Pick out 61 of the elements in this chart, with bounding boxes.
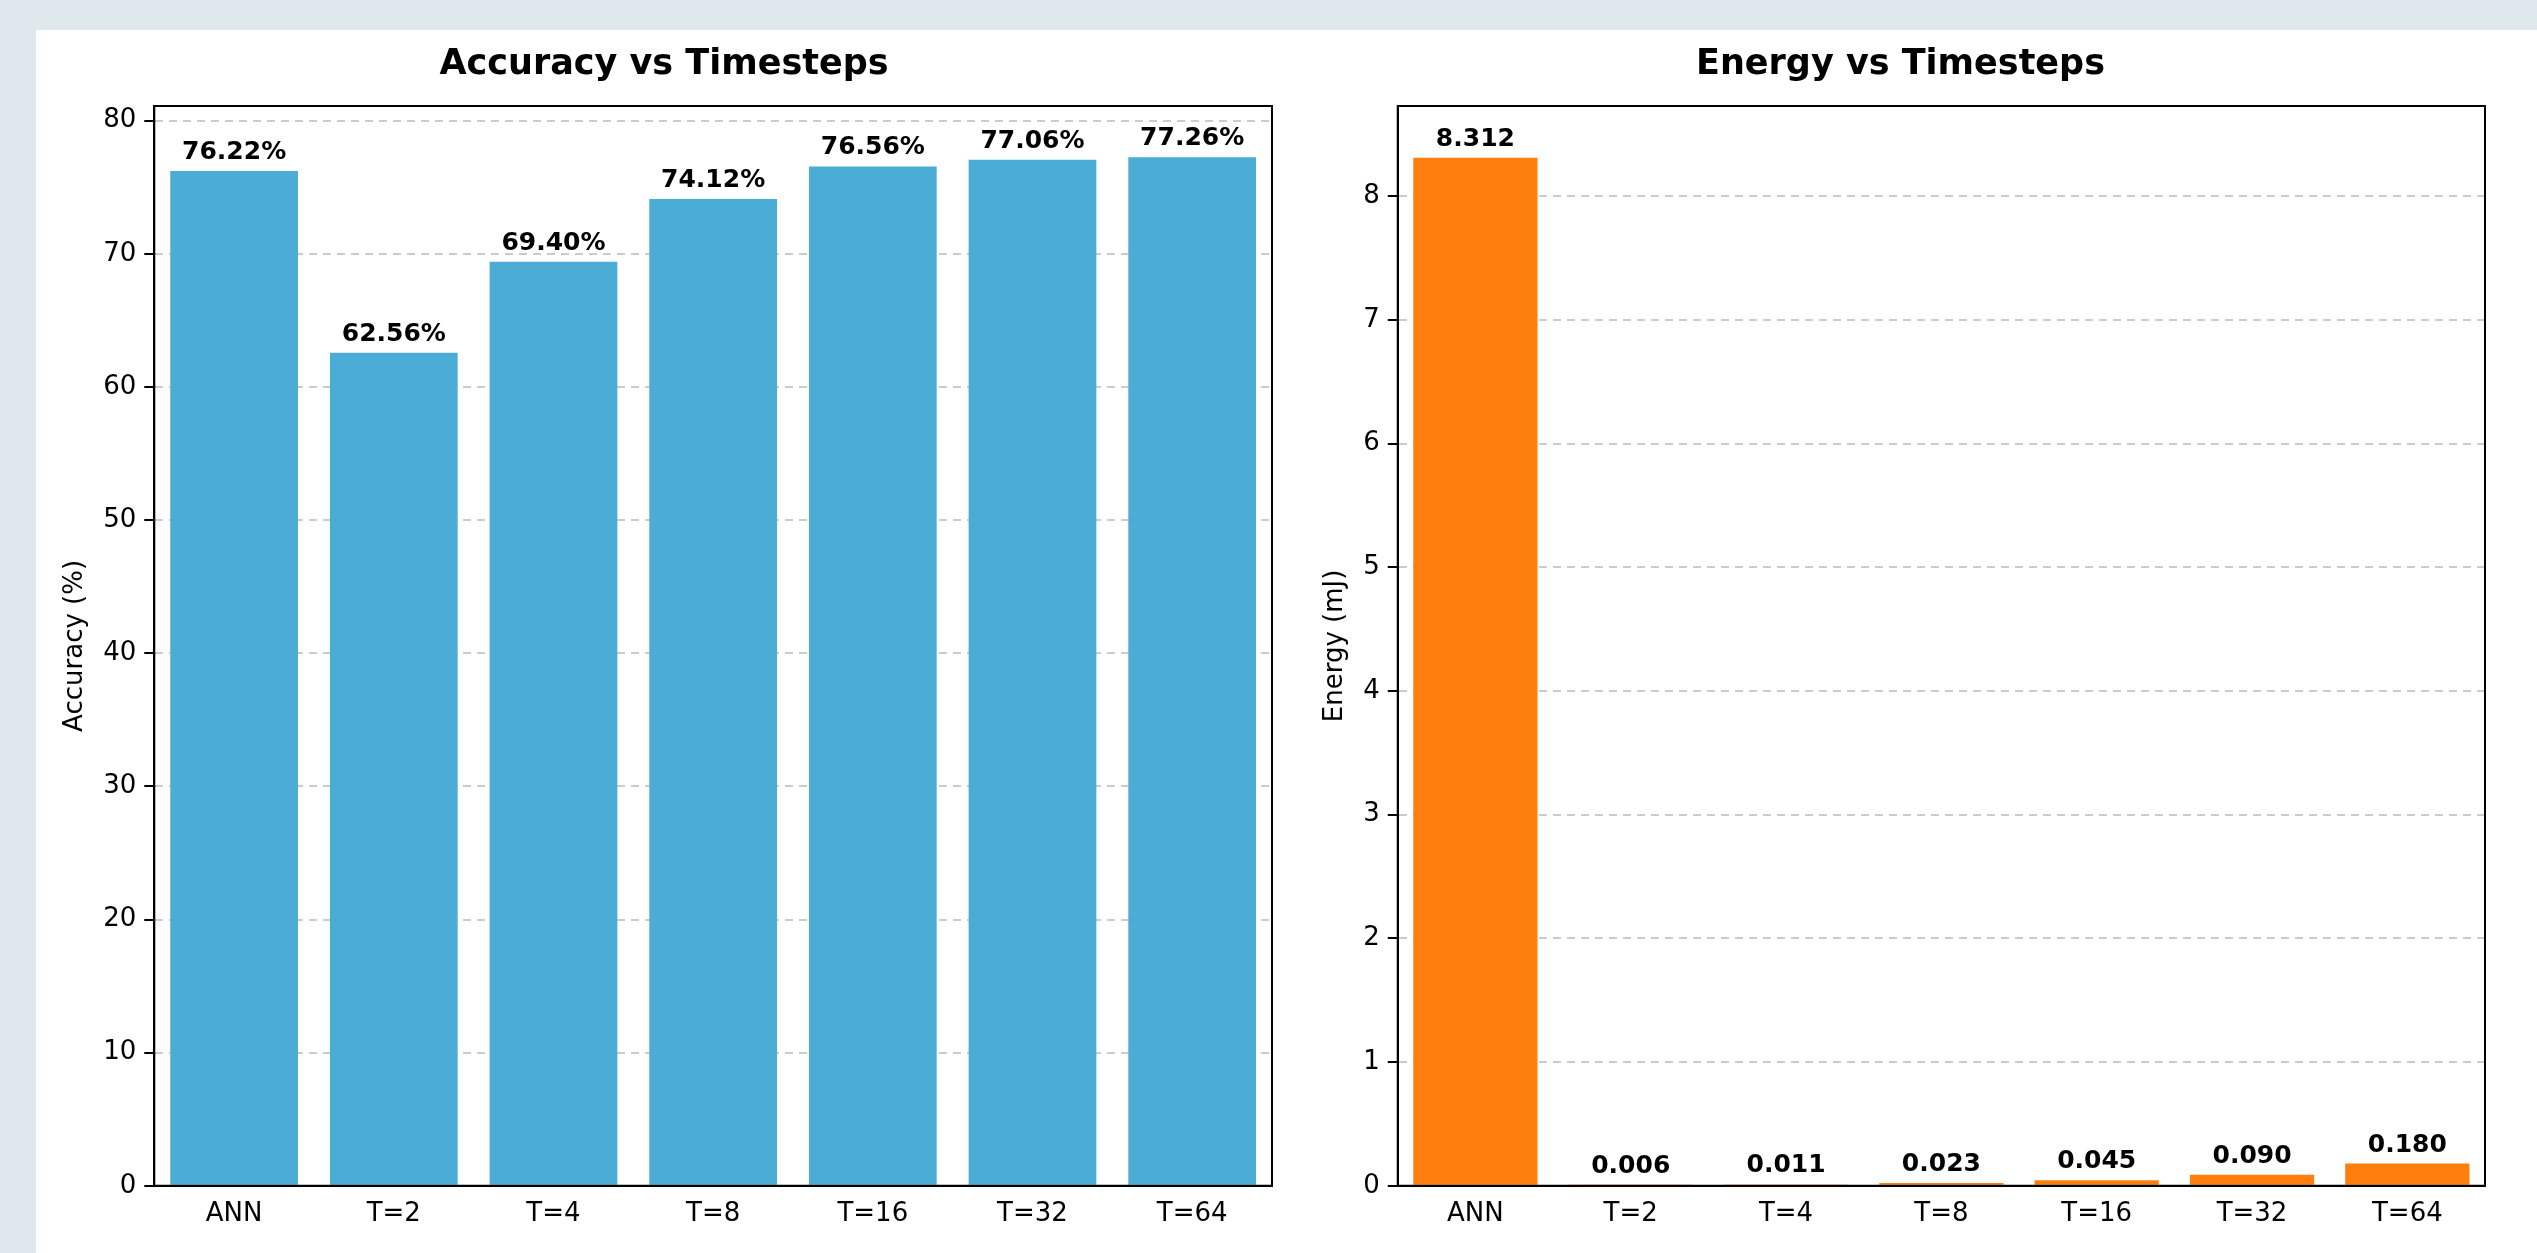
x-tick-label: T=4 — [525, 1197, 581, 1228]
bar — [649, 198, 778, 1185]
data-label: 76.56% — [820, 131, 925, 161]
data-label: 77.26% — [1140, 122, 1245, 152]
chart-title: Accuracy vs Timesteps — [439, 42, 889, 83]
y-tick-label: 80 — [103, 103, 137, 134]
bar — [1128, 157, 1257, 1185]
y-tick-label: 3 — [1363, 797, 1380, 828]
data-label: 0.045 — [2057, 1145, 2137, 1175]
y-tick-label: 8 — [1363, 179, 1380, 210]
data-label: 76.22% — [182, 135, 287, 165]
x-tick-label: T=16 — [2060, 1197, 2133, 1228]
bar — [808, 166, 937, 1185]
bar — [2034, 1180, 2159, 1185]
data-label: 77.06% — [980, 124, 1085, 154]
y-tick-label: 10 — [103, 1035, 137, 1066]
y-axis-title: Energy (mJ) — [1318, 569, 1349, 723]
x-tick-label: T=64 — [2370, 1197, 2443, 1228]
x-tick-label: T=4 — [1757, 1197, 1814, 1228]
x-tick-label: T=2 — [1602, 1197, 1658, 1228]
chart-title: Energy vs Timesteps — [1696, 42, 2105, 83]
x-tick-label: T=64 — [1155, 1197, 1228, 1228]
y-tick-label: 1 — [1363, 1044, 1380, 1075]
data-label: 0.011 — [1746, 1149, 1826, 1179]
data-label: 0.023 — [1901, 1147, 1981, 1177]
y-tick-label: 5 — [1363, 550, 1380, 581]
y-tick-label: 20 — [103, 902, 137, 933]
data-label: 74.12% — [661, 163, 766, 193]
data-label: 69.40% — [501, 226, 606, 256]
y-tick-label: 40 — [103, 635, 137, 666]
x-tick-label: ANN — [1447, 1197, 1504, 1228]
data-label: 62.56% — [341, 317, 446, 347]
y-tick-label: 0 — [119, 1168, 137, 1199]
bar — [968, 159, 1097, 1185]
data-label: 8.312 — [1435, 122, 1515, 152]
y-tick-label: 30 — [103, 769, 137, 800]
y-tick-label: 50 — [103, 502, 137, 533]
bar — [2345, 1163, 2470, 1185]
bar — [1413, 157, 1538, 1185]
x-tick-label: T=8 — [685, 1197, 741, 1228]
y-tick-label: 70 — [103, 236, 137, 267]
bar — [329, 352, 458, 1185]
data-label: 0.090 — [2212, 1139, 2292, 1169]
x-tick-label: ANN — [205, 1197, 263, 1228]
x-tick-label: T=16 — [836, 1197, 909, 1228]
bar — [489, 261, 618, 1185]
x-tick-label: T=8 — [1913, 1197, 1969, 1228]
x-tick-label: T=2 — [365, 1197, 421, 1228]
y-tick-label: 4 — [1363, 673, 1380, 704]
y-tick-label: 0 — [1363, 1168, 1380, 1199]
data-label: 0.006 — [1591, 1150, 1671, 1180]
bar — [2189, 1174, 2315, 1185]
x-tick-label: T=32 — [996, 1197, 1068, 1228]
bar — [170, 170, 298, 1185]
y-tick-label: 7 — [1363, 302, 1380, 333]
y-axis-title: Accuracy (%) — [58, 559, 89, 732]
data-label: 0.180 — [2367, 1128, 2447, 1158]
y-tick-label: 6 — [1363, 426, 1380, 457]
x-tick-label: T=32 — [2215, 1197, 2288, 1228]
y-tick-label: 2 — [1363, 921, 1380, 952]
y-tick-label: 60 — [103, 369, 137, 400]
